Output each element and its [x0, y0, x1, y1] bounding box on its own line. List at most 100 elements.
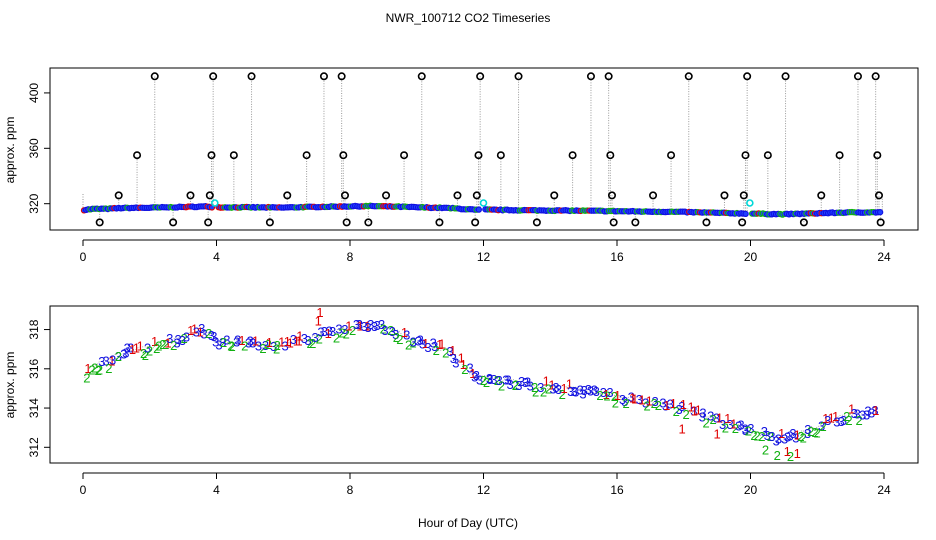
bottom-code-marker: 2: [380, 322, 387, 337]
top-outlier-point: [342, 218, 351, 227]
bottom-code-marker: 3: [824, 413, 831, 428]
bottom-code-marker: 2: [722, 421, 729, 436]
bottom-code-marker: 3: [838, 414, 845, 429]
bottom-code-marker: 3: [356, 317, 363, 332]
bottom-code-marker: 3: [690, 403, 697, 418]
top-outlier-point: [169, 218, 178, 227]
bottom-code-marker: 3: [737, 418, 744, 433]
bottom-code-marker: 3: [371, 319, 378, 334]
bottom-x-tick-label: 4: [213, 483, 220, 497]
bottom-code-marker: 2: [540, 385, 547, 400]
bottom-code-marker: 3: [262, 338, 269, 353]
bottom-code-marker: 3: [699, 406, 706, 421]
top-outlier-point: [532, 218, 541, 227]
bottom-code-marker: 3: [115, 349, 122, 364]
top-data-point: [877, 209, 884, 216]
bottom-code-marker: 2: [702, 416, 709, 431]
bottom-code-marker: 3: [804, 426, 811, 441]
bottom-code-marker: 2: [396, 332, 403, 347]
bottom-code-marker: 2: [843, 409, 850, 424]
bottom-code-marker: 2: [856, 413, 863, 428]
top-outlier-point: [649, 191, 658, 200]
top-outlier-point: [319, 72, 328, 81]
bottom-y-tick-label: 314: [27, 398, 41, 418]
bottom-code-marker: 3: [863, 408, 870, 423]
top-x-tick-label: 12: [477, 250, 491, 264]
bottom-code-marker: 3: [636, 392, 643, 407]
bottom-outlier-code-marker: 2: [787, 449, 794, 464]
bottom-code-marker: 1: [137, 338, 144, 353]
bottom-code-marker: 2: [494, 373, 501, 388]
bottom-code-marker: 3: [234, 332, 241, 347]
bottom-code-marker: 2: [83, 371, 90, 386]
top-outlier-point: [247, 72, 256, 81]
bottom-code-marker: 3: [678, 399, 685, 414]
top-outlier-point: [763, 151, 772, 160]
bottom-code-marker: 1: [458, 351, 465, 366]
top-x-tick-label: 4: [213, 250, 220, 264]
bottom-code-marker: 3: [424, 340, 431, 355]
bottom-code-marker: 3: [353, 317, 360, 332]
bottom-code-marker: 3: [507, 377, 514, 392]
bottom-code-marker: 2: [387, 323, 394, 338]
bottom-code-marker: 3: [587, 383, 594, 398]
top-outlier-point: [720, 191, 729, 200]
bottom-code-marker: 3: [373, 318, 380, 333]
bottom-code-marker: 1: [287, 336, 294, 351]
bottom-code-marker: 3: [415, 334, 422, 349]
bottom-code-marker: 2: [220, 335, 227, 350]
bottom-code-marker: 3: [768, 429, 775, 444]
bottom-code-marker: 3: [270, 339, 277, 354]
bottom-x-tick-label: 0: [80, 483, 87, 497]
bottom-code-marker: 2: [655, 398, 662, 413]
bottom-code-marker: 3: [726, 417, 733, 432]
top-outlier-point: [871, 72, 880, 81]
bottom-code-marker: 2: [265, 337, 272, 352]
top-outlier-point: [205, 191, 214, 200]
bottom-x-tick-label: 16: [610, 483, 624, 497]
bottom-code-marker: 3: [233, 334, 240, 349]
bottom-code-marker: 3: [764, 428, 771, 443]
bottom-code-marker: 3: [430, 336, 437, 351]
top-outlier-point: [873, 151, 882, 160]
top-x-tick-label: 16: [610, 250, 624, 264]
bottom-code-marker: 3: [290, 332, 297, 347]
bottom-code-marker: 3: [341, 322, 348, 337]
bottom-code-marker: 3: [742, 423, 749, 438]
bottom-code-marker: 2: [433, 343, 440, 358]
top-outlier-point: [741, 151, 750, 160]
bottom-x-tick-label: 12: [477, 483, 491, 497]
bottom-code-marker: 2: [732, 421, 739, 436]
bottom-code-marker: 1: [436, 337, 443, 352]
bottom-code-marker: 2: [339, 326, 346, 341]
bottom-code-marker: 3: [773, 434, 780, 449]
bottom-code-marker: 3: [495, 373, 502, 388]
bottom-code-marker: 3: [572, 384, 579, 399]
bottom-code-marker: 1: [191, 321, 198, 336]
bottom-code-marker: 3: [864, 404, 871, 419]
bottom-code-marker: 3: [606, 385, 613, 400]
bottom-outlier-code-marker: 2: [762, 442, 769, 457]
bottom-code-marker: 3: [761, 424, 768, 439]
bottom-code-marker: 1: [638, 392, 645, 407]
bottom-code-marker: 2: [343, 326, 350, 341]
bottom-code-marker: 3: [515, 378, 522, 393]
bottom-outlier-code-marker: 1: [316, 305, 323, 320]
bottom-code-marker: 3: [871, 403, 878, 418]
top-outlier-point: [283, 191, 292, 200]
bottom-code-marker: 3: [417, 333, 424, 348]
bottom-code-marker: 2: [651, 396, 658, 411]
bottom-code-marker: 3: [486, 371, 493, 386]
bottom-code-marker: 3: [367, 317, 374, 332]
bottom-code-marker: 2: [95, 363, 102, 378]
bottom-x-tick-label: 24: [877, 483, 891, 497]
bottom-code-marker: 3: [735, 419, 742, 434]
top-flagged-point: [211, 199, 219, 207]
bottom-code-marker: 2: [483, 375, 490, 390]
bottom-code-marker: 3: [392, 327, 399, 342]
bottom-code-marker: 3: [784, 429, 791, 444]
bottom-code-marker: 1: [848, 401, 855, 416]
bottom-code-marker: 2: [673, 404, 680, 419]
bottom-code-marker: 2: [333, 330, 340, 345]
bottom-code-marker: 3: [212, 334, 219, 349]
